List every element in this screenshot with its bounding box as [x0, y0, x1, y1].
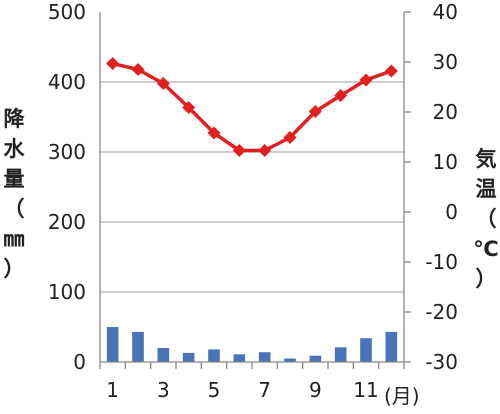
temperature-point	[384, 64, 398, 78]
right-tick-label: 0	[445, 200, 458, 224]
x-tick-label: 7	[258, 378, 271, 402]
precip-bar	[233, 354, 246, 362]
temperature-point	[232, 144, 246, 157]
axes	[99, 11, 411, 369]
x-unit-label: (月)	[384, 384, 420, 408]
precip-bar	[157, 348, 170, 362]
right-tick-label: 40	[433, 0, 458, 24]
precip-bar	[360, 338, 372, 362]
temperature-point	[258, 144, 272, 157]
right-tick-label: -20	[425, 300, 458, 324]
right-tick-label: 10	[433, 150, 458, 174]
temperature-point	[334, 89, 348, 102]
x-tick-label: 3	[157, 378, 170, 402]
x-tick-label: 9	[309, 378, 322, 402]
left-tick-label: 0	[73, 350, 86, 374]
temperature-polyline	[112, 61, 392, 153]
precip-bar	[208, 349, 220, 362]
precipitation-bars	[106, 327, 398, 362]
left-axis-title-char: （	[4, 197, 25, 221]
precip-bar	[309, 355, 322, 362]
right-tick-label: -30	[425, 350, 458, 374]
left-tick-label: 100	[48, 280, 86, 304]
right-axis-title-char: （	[476, 207, 497, 231]
precip-bar	[334, 347, 347, 362]
left-tick-label: 200	[48, 210, 86, 234]
right-axis-title-char: 温	[476, 177, 497, 201]
temperature-line	[106, 57, 398, 157]
precip-bar	[385, 331, 398, 362]
right-axis-title-char: 気	[476, 147, 497, 171]
temperature-point	[207, 126, 221, 140]
right-tick-label: 30	[433, 50, 458, 74]
left-tick-label: 500	[48, 0, 86, 24]
temperature-point	[131, 63, 145, 76]
precip-bar	[182, 352, 195, 362]
left-tick-label: 300	[48, 140, 86, 164]
gridlines	[100, 81, 404, 293]
right-tick-label: 20	[433, 100, 458, 124]
axis-titles: 降水量 （ ㎜ ） 気温 （ ℃ ）	[4, 107, 499, 291]
left-axis-title-char: 降	[4, 107, 26, 131]
temperature-point	[308, 105, 322, 118]
precip-bar	[258, 352, 271, 362]
x-tick-label: 5	[208, 378, 221, 402]
temperature-point	[156, 77, 170, 90]
precip-bar	[106, 327, 119, 362]
left-axis-title-char: 量	[4, 167, 25, 191]
x-tick-label: 1	[106, 378, 119, 402]
right-axis-title-char: ）	[476, 267, 497, 291]
temperature-point	[182, 101, 196, 114]
temperature-point	[283, 131, 297, 144]
temperature-point	[106, 57, 120, 70]
precip-bar	[284, 358, 296, 362]
left-axis-title-char: ）	[4, 257, 25, 281]
left-axis-title-char: 水	[4, 137, 26, 161]
right-axis-title-char: ℃	[473, 237, 498, 261]
left-tick-label: 400	[48, 70, 86, 94]
left-axis-title-char: ㎜	[4, 227, 25, 251]
right-tick-label: -10	[425, 250, 458, 274]
temperature-point	[359, 73, 373, 87]
precip-bar	[132, 331, 144, 362]
x-tick-label: 11	[353, 378, 378, 402]
